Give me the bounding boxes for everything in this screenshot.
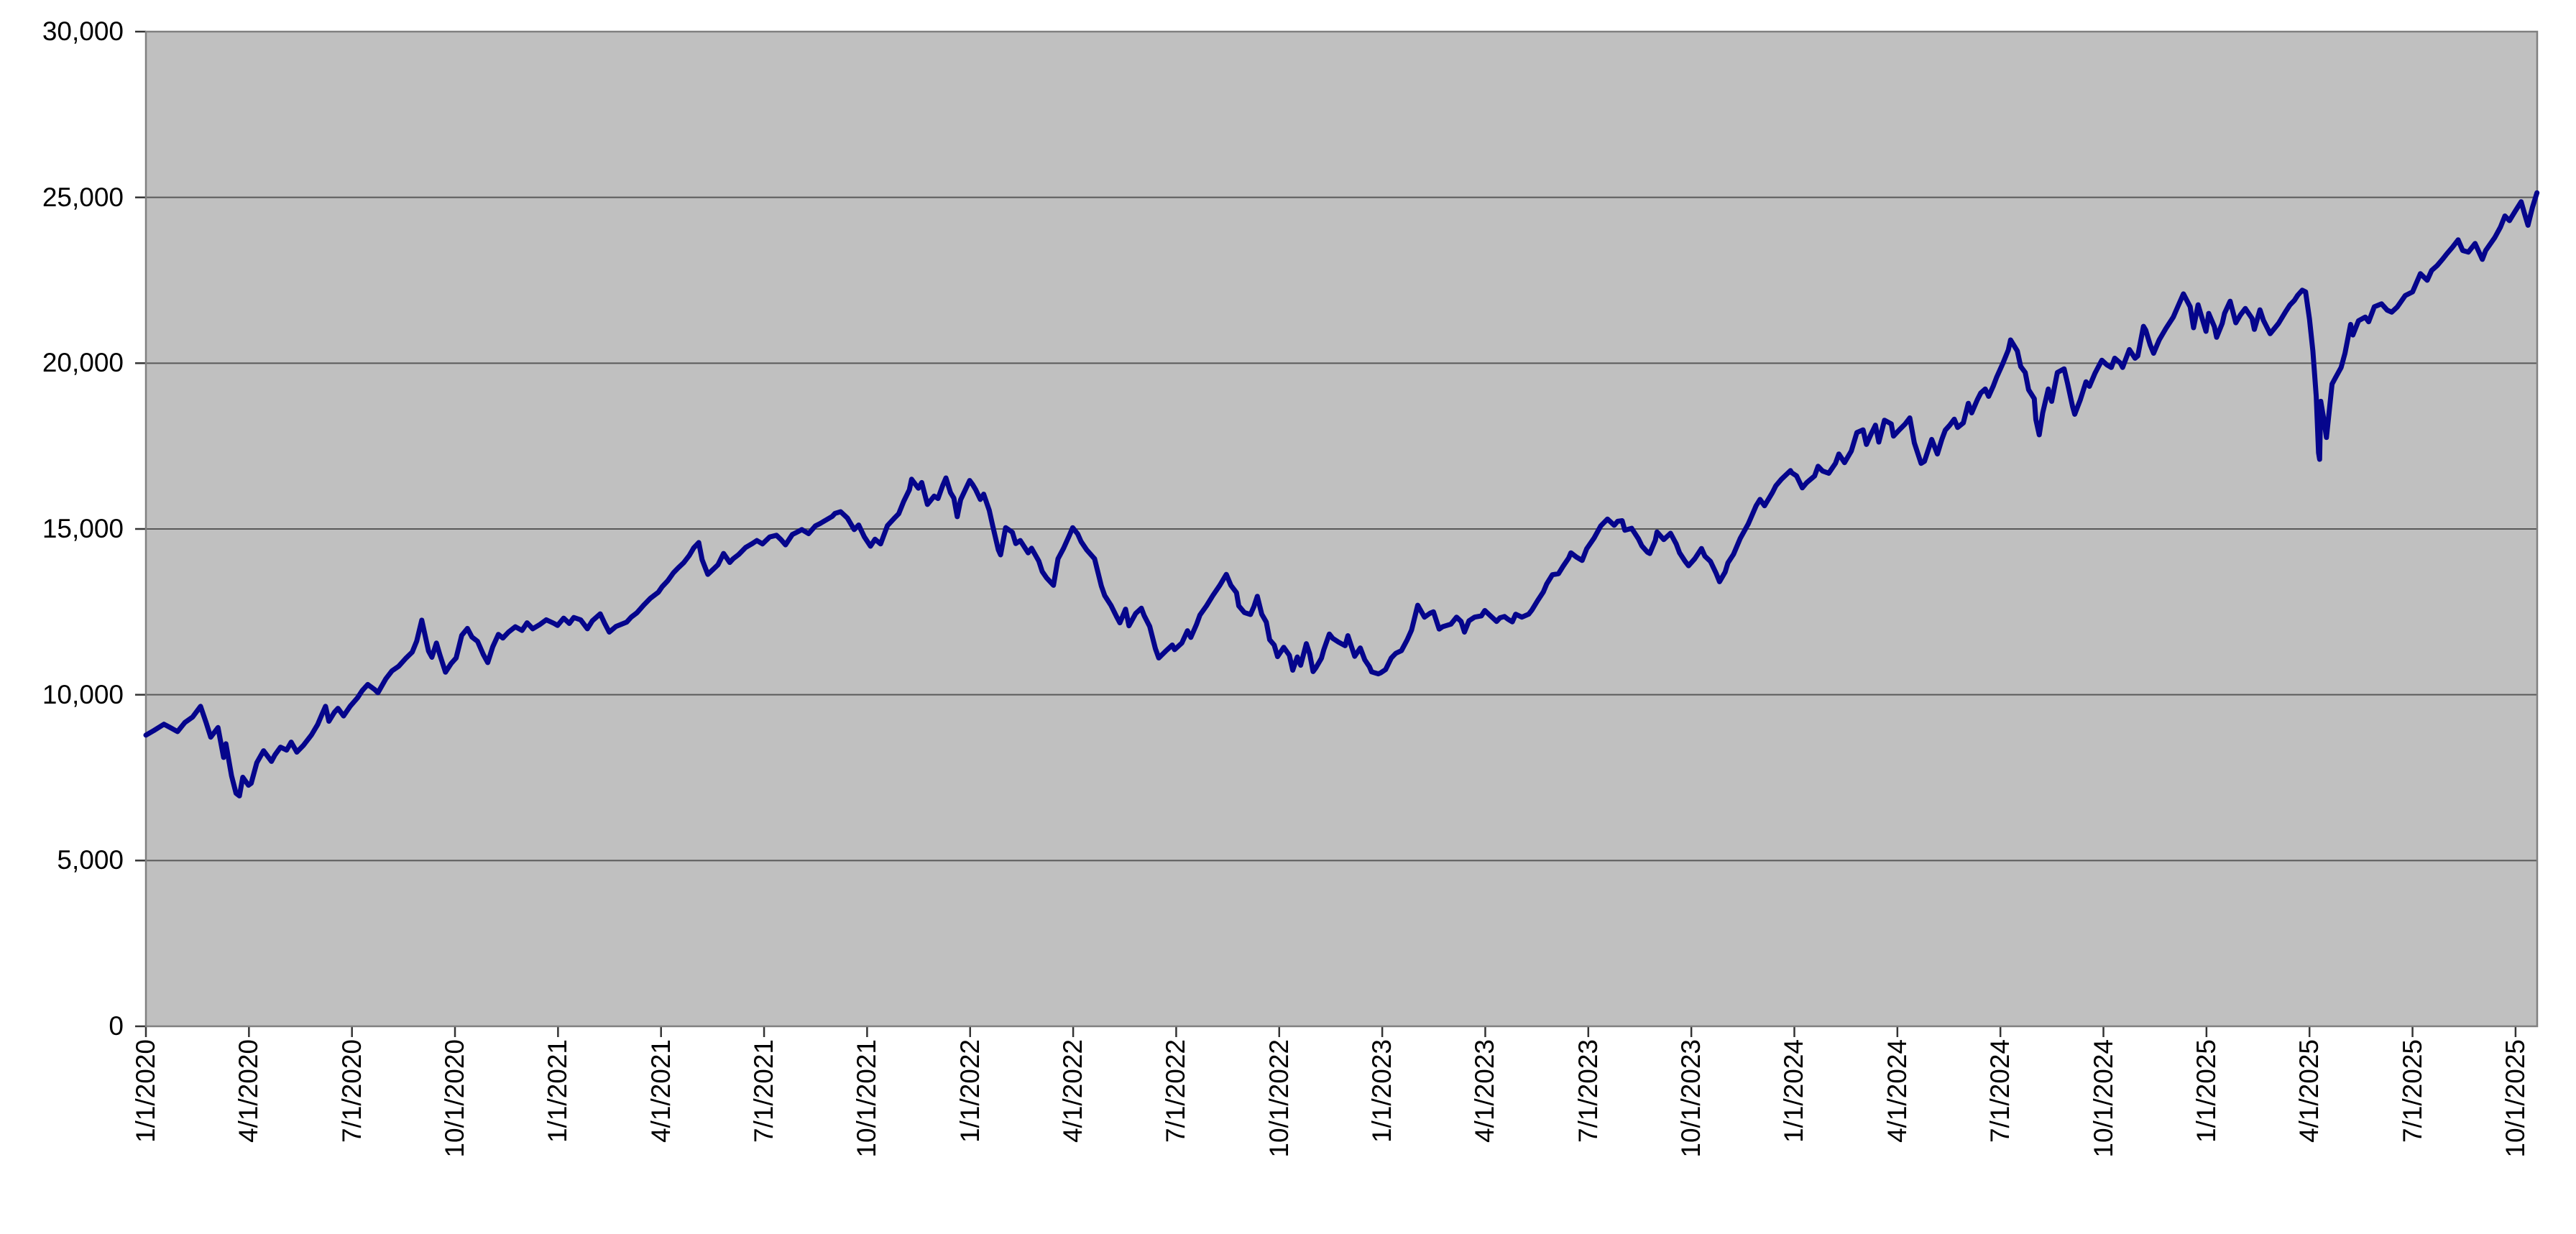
x-axis-ticks xyxy=(144,1026,2517,1037)
y-axis-label: 20,000 xyxy=(42,348,124,378)
x-axis-label: 4/1/2020 xyxy=(234,1039,264,1143)
x-axis-label: 7/1/2024 xyxy=(1985,1039,2015,1143)
x-axis-label: 10/1/2020 xyxy=(440,1039,470,1158)
x-axis-label: 4/1/2021 xyxy=(645,1039,676,1143)
x-axis-label: 10/1/2022 xyxy=(1264,1039,1294,1158)
x-axis-label: 1/1/2025 xyxy=(2191,1039,2221,1143)
x-axis-label: 10/1/2025 xyxy=(2500,1039,2530,1158)
plot-border xyxy=(144,30,2539,1028)
y-axis-label: 10,000 xyxy=(42,679,124,709)
y-axis-label: 25,000 xyxy=(42,182,124,212)
x-axis-label: 7/1/2020 xyxy=(336,1039,367,1143)
y-axis-label: 30,000 xyxy=(42,17,124,46)
x-axis-label: 7/1/2025 xyxy=(2397,1039,2427,1143)
gridlines xyxy=(146,196,2537,862)
price-line-series xyxy=(143,190,2540,798)
y-axis-label: 0 xyxy=(109,1011,124,1041)
y-axis-label: 5,000 xyxy=(57,845,124,875)
x-axis-label: 7/1/2022 xyxy=(1161,1039,1191,1143)
x-axis-label: 10/1/2021 xyxy=(852,1039,882,1158)
y-axis-ticks xyxy=(135,30,146,1028)
x-axis-label: 4/1/2024 xyxy=(1882,1039,1912,1143)
x-axis-label: 4/1/2025 xyxy=(2294,1039,2324,1143)
y-axis-label: 15,000 xyxy=(42,514,124,543)
x-axis-label: 10/1/2023 xyxy=(1676,1039,1706,1158)
x-axis-label: 4/1/2022 xyxy=(1058,1039,1088,1143)
x-axis-label: 7/1/2021 xyxy=(749,1039,779,1143)
x-axis-label: 4/1/2023 xyxy=(1470,1039,1500,1143)
x-axis-label: 1/1/2024 xyxy=(1779,1039,1809,1143)
x-axis-label: 1/1/2022 xyxy=(954,1039,985,1143)
x-axis-label: 7/1/2023 xyxy=(1573,1039,1603,1143)
x-axis-label: 1/1/2021 xyxy=(543,1039,573,1143)
x-axis-label: 10/1/2024 xyxy=(2088,1039,2118,1158)
x-axis-label: 1/1/2020 xyxy=(131,1039,160,1143)
x-axis-label: 1/1/2023 xyxy=(1367,1039,1397,1143)
